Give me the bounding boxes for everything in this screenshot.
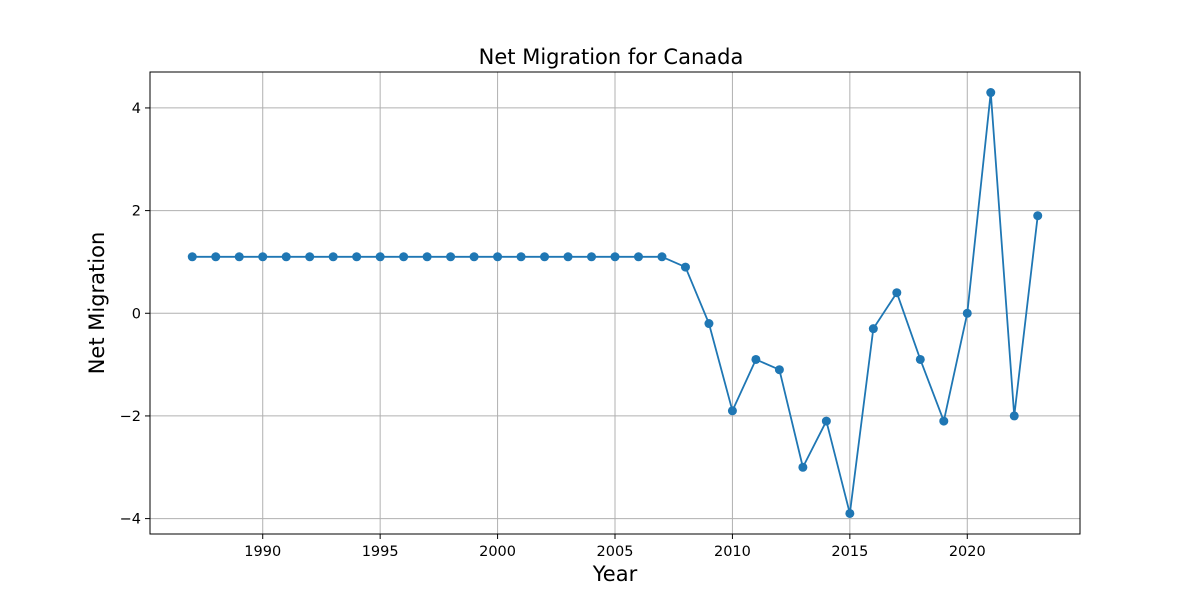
y-axis-ticks: −4 −2 0 2 4 bbox=[120, 101, 150, 528]
data-point bbox=[1033, 211, 1043, 221]
data-point bbox=[798, 462, 808, 472]
data-point bbox=[727, 406, 737, 416]
data-point bbox=[305, 252, 315, 262]
data-point bbox=[892, 288, 902, 298]
grid bbox=[150, 72, 1080, 534]
data-point bbox=[352, 252, 362, 262]
data-point bbox=[540, 252, 550, 262]
y-axis-label: Net Migration bbox=[85, 232, 109, 375]
data-point bbox=[657, 252, 667, 262]
y-tick-label: 4 bbox=[132, 101, 141, 117]
data-point bbox=[399, 252, 409, 262]
data-point bbox=[469, 252, 479, 262]
data-point bbox=[751, 354, 761, 364]
data-point bbox=[587, 252, 597, 262]
x-tick-label: 2015 bbox=[831, 544, 868, 560]
x-tick-label: 2020 bbox=[949, 544, 986, 560]
y-tick-label: 0 bbox=[132, 306, 141, 322]
x-tick-label: 1990 bbox=[244, 544, 281, 560]
data-point bbox=[704, 319, 714, 329]
chart-title: Net Migration for Canada bbox=[479, 45, 744, 69]
x-axis-label: Year bbox=[592, 562, 638, 586]
x-axis-ticks: 1990 1995 2000 2005 2010 2015 2020 bbox=[244, 534, 986, 560]
data-series bbox=[187, 88, 1043, 518]
data-point bbox=[939, 416, 949, 426]
y-tick-label: −4 bbox=[120, 512, 141, 528]
x-tick-label: 1995 bbox=[362, 544, 399, 560]
data-point bbox=[868, 324, 878, 334]
data-point bbox=[234, 252, 244, 262]
data-point bbox=[915, 354, 925, 364]
data-point bbox=[422, 252, 432, 262]
data-point bbox=[328, 252, 338, 262]
data-point bbox=[680, 262, 690, 272]
data-point bbox=[986, 88, 996, 98]
data-point bbox=[375, 252, 385, 262]
data-point bbox=[446, 252, 456, 262]
data-point bbox=[563, 252, 573, 262]
data-point bbox=[258, 252, 268, 262]
data-point bbox=[1009, 411, 1019, 421]
data-point bbox=[962, 308, 972, 318]
x-tick-label: 2000 bbox=[479, 544, 516, 560]
data-point bbox=[211, 252, 221, 262]
data-point bbox=[281, 252, 291, 262]
y-tick-label: 2 bbox=[132, 204, 141, 220]
data-point bbox=[821, 416, 831, 426]
data-point bbox=[774, 365, 784, 375]
data-point bbox=[493, 252, 503, 262]
data-point bbox=[610, 252, 620, 262]
data-point bbox=[633, 252, 643, 262]
x-tick-label: 2005 bbox=[597, 544, 634, 560]
y-tick-label: −2 bbox=[120, 409, 141, 425]
data-point bbox=[845, 508, 855, 518]
x-tick-label: 2010 bbox=[714, 544, 751, 560]
data-point bbox=[187, 252, 197, 262]
data-point bbox=[516, 252, 526, 262]
